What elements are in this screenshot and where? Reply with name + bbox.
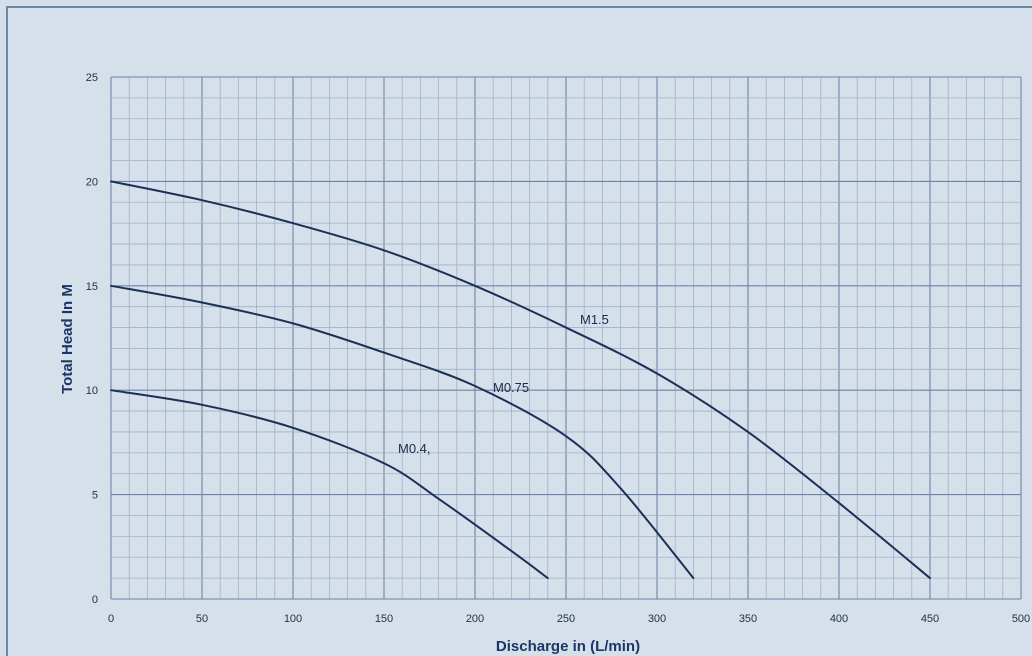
y-tick-label: 5 <box>92 490 98 502</box>
series-label: M0.75 <box>493 380 529 395</box>
x-tick-label: 400 <box>830 613 848 625</box>
y-tick-label: 20 <box>86 176 98 188</box>
x-tick-label: 0 <box>108 613 114 625</box>
y-tick-label: 0 <box>92 594 98 606</box>
x-tick-label: 250 <box>557 613 575 625</box>
series-label: M1.5 <box>580 312 609 327</box>
x-axis-title: Discharge in (L/min) <box>496 638 640 655</box>
x-tick-label: 500 <box>1012 613 1030 625</box>
x-tick-label: 150 <box>375 613 393 625</box>
x-tick-label: 350 <box>739 613 757 625</box>
series-labels: M1.5 M0.75 M0.4, <box>398 312 609 456</box>
y-tick-label: 10 <box>86 385 98 397</box>
series-line <box>110 284 695 580</box>
x-tick-label: 100 <box>284 613 302 625</box>
y-tick-label: 25 <box>86 72 98 84</box>
series-lines <box>110 180 931 580</box>
tick-labels: 0 50 100 150 200 250 300 350 400 450 500 0 5 10 15 20 25 <box>86 72 1030 625</box>
x-tick-label: 200 <box>466 613 484 625</box>
grid <box>110 76 1022 600</box>
x-tick-label: 450 <box>921 613 939 625</box>
x-tick-label: 300 <box>648 613 666 625</box>
y-axis-title: Total Head In M <box>59 284 76 394</box>
x-tick-label: 50 <box>196 613 208 625</box>
series-label: M0.4, <box>398 441 431 456</box>
series-line <box>110 180 931 580</box>
series-line <box>110 389 549 580</box>
y-tick-label: 15 <box>86 281 98 293</box>
